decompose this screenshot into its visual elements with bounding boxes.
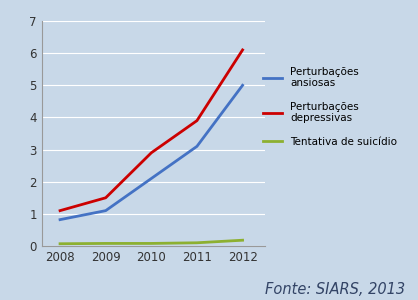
- Text: Fonte: SIARS, 2013: Fonte: SIARS, 2013: [265, 282, 405, 297]
- Legend: Perturbações
ansiosas, Perturbações
depressivas, Tentativa de suicídio: Perturbações ansiosas, Perturbações depr…: [263, 67, 398, 147]
